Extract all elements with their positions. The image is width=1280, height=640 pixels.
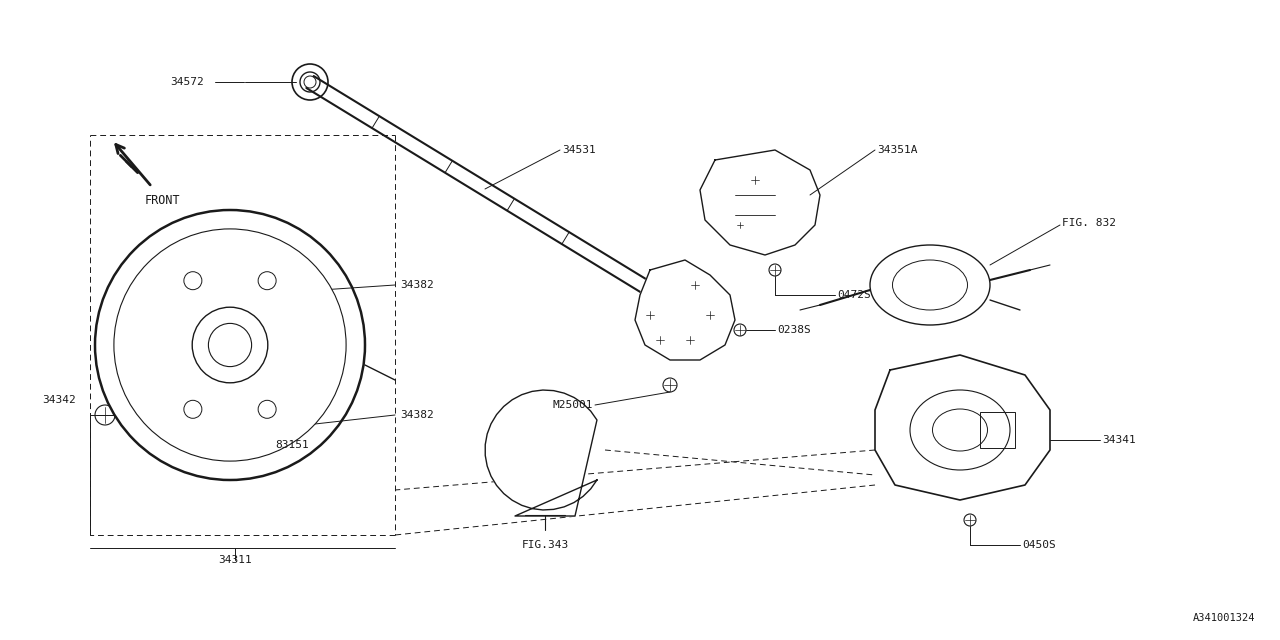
Text: 34341: 34341 bbox=[1102, 435, 1135, 445]
Text: 34572: 34572 bbox=[170, 77, 204, 87]
Text: 34531: 34531 bbox=[562, 145, 595, 155]
Text: 34382: 34382 bbox=[399, 280, 434, 290]
Text: FRONT: FRONT bbox=[145, 193, 180, 207]
Text: 0450S: 0450S bbox=[1021, 540, 1056, 550]
Circle shape bbox=[259, 400, 276, 419]
Circle shape bbox=[769, 264, 781, 276]
Polygon shape bbox=[485, 390, 596, 516]
Ellipse shape bbox=[104, 225, 320, 475]
Text: 0238S: 0238S bbox=[777, 325, 810, 335]
Circle shape bbox=[685, 335, 695, 345]
Circle shape bbox=[292, 64, 328, 100]
Circle shape bbox=[300, 72, 320, 92]
Ellipse shape bbox=[870, 245, 989, 325]
Circle shape bbox=[114, 229, 346, 461]
Polygon shape bbox=[876, 355, 1050, 500]
Bar bbox=[980, 412, 1015, 448]
Polygon shape bbox=[635, 260, 735, 360]
Text: 34342: 34342 bbox=[42, 395, 76, 405]
Circle shape bbox=[733, 324, 746, 336]
Polygon shape bbox=[700, 150, 820, 255]
Text: 83151: 83151 bbox=[275, 440, 308, 450]
Text: 34311: 34311 bbox=[218, 555, 252, 565]
Circle shape bbox=[308, 284, 321, 296]
Circle shape bbox=[645, 310, 655, 320]
Circle shape bbox=[655, 335, 666, 345]
Circle shape bbox=[663, 378, 677, 392]
Circle shape bbox=[184, 272, 202, 290]
Circle shape bbox=[192, 307, 268, 383]
Text: FIG.343: FIG.343 bbox=[521, 540, 568, 550]
Circle shape bbox=[259, 272, 276, 290]
Circle shape bbox=[184, 400, 202, 419]
Circle shape bbox=[512, 417, 579, 483]
Circle shape bbox=[95, 210, 365, 480]
Text: 34351A: 34351A bbox=[877, 145, 918, 155]
Circle shape bbox=[705, 310, 716, 320]
Text: 34382: 34382 bbox=[399, 410, 434, 420]
Circle shape bbox=[294, 419, 306, 431]
Circle shape bbox=[736, 221, 744, 229]
Text: 0472S: 0472S bbox=[837, 290, 870, 300]
Circle shape bbox=[964, 514, 977, 526]
Circle shape bbox=[209, 323, 252, 367]
Text: M25001: M25001 bbox=[553, 400, 593, 410]
Text: A341001324: A341001324 bbox=[1193, 613, 1254, 623]
Circle shape bbox=[690, 280, 700, 290]
Circle shape bbox=[750, 175, 760, 185]
Text: FIG. 832: FIG. 832 bbox=[1062, 218, 1116, 228]
Circle shape bbox=[95, 405, 115, 425]
